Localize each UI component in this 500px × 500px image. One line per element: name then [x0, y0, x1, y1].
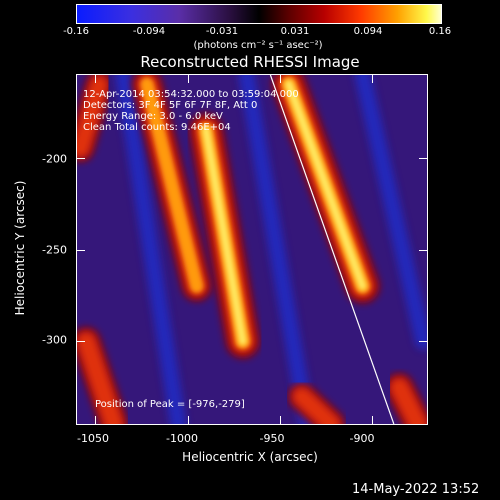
- colorbar-tick: 0.094: [353, 26, 383, 37]
- limb-line: [269, 75, 395, 424]
- x-tick-mark: [187, 75, 189, 83]
- colorbar: [76, 4, 442, 24]
- y-tick-mark: [77, 249, 85, 251]
- y-tick-label: -250: [42, 243, 67, 257]
- x-tick-label: -900: [349, 432, 375, 445]
- y-axis-label: Heliocentric Y (arcsec): [13, 180, 27, 316]
- x-tick-label: -950: [259, 432, 285, 445]
- colorbar-tick: 0.031: [280, 26, 310, 37]
- colorbar-tick: -0.031: [205, 26, 239, 37]
- x-tick-mark: [371, 75, 373, 83]
- y-tick-mark: [419, 249, 427, 251]
- y-tick-label: -200: [42, 152, 67, 166]
- x-axis-label: Heliocentric X (arcsec): [182, 450, 318, 464]
- emission-stripe: [201, 126, 247, 346]
- colorbar-tick: 0.16: [428, 26, 452, 37]
- colorbar-gradient: [77, 5, 441, 23]
- y-tick-mark: [419, 341, 427, 343]
- negative-band: [354, 75, 427, 350]
- y-tick-mark: [77, 157, 85, 159]
- emission-stripe: [292, 386, 341, 424]
- colorbar-tick: -0.16: [63, 26, 89, 37]
- colorbar-unit: (photons cm⁻² s⁻¹ asec⁻²): [193, 40, 323, 51]
- y-tick-mark: [419, 157, 427, 159]
- x-tick-label: -1050: [77, 432, 109, 445]
- x-tick-mark: [95, 75, 97, 83]
- plot-area: 12-Apr-2014 03:54:32.000 to 03:59:04.000…: [76, 74, 428, 425]
- x-tick-label: -1000: [166, 432, 198, 445]
- chart-title: Reconstructed RHESSI Image: [140, 53, 360, 71]
- emission-stripe: [389, 377, 427, 424]
- heatmap-image: [77, 75, 427, 424]
- x-tick-mark: [371, 416, 373, 424]
- negative-band: [115, 75, 187, 424]
- emission-stripe: [77, 331, 124, 424]
- peak-position-label: Position of Peak = [-976,-279]: [95, 399, 245, 410]
- x-tick-mark: [279, 75, 281, 83]
- time-range-label: 12-Apr-2014 03:54:32.000 to 03:59:04.000: [83, 89, 299, 100]
- y-tick-label: -300: [42, 333, 67, 347]
- detectors-label: Detectors: 3F 4F 5F 6F 7F 8F, Att 0: [83, 100, 258, 111]
- y-tick-mark: [77, 341, 85, 343]
- timestamp: 14-May-2022 13:52: [352, 482, 480, 497]
- x-tick-mark: [187, 416, 189, 424]
- colorbar-tick: -0.094: [132, 26, 166, 37]
- negative-band: [238, 75, 316, 424]
- energy-range-label: Energy Range: 3.0 - 6.0 keV: [83, 111, 223, 122]
- x-tick-mark: [95, 416, 97, 424]
- emission-stripe: [140, 77, 204, 293]
- clean-counts-label: Clean Total counts: 9.46E+04: [83, 122, 231, 133]
- emission-stripe: [77, 75, 109, 158]
- x-tick-mark: [279, 416, 281, 424]
- emission-stripe: [284, 80, 367, 291]
